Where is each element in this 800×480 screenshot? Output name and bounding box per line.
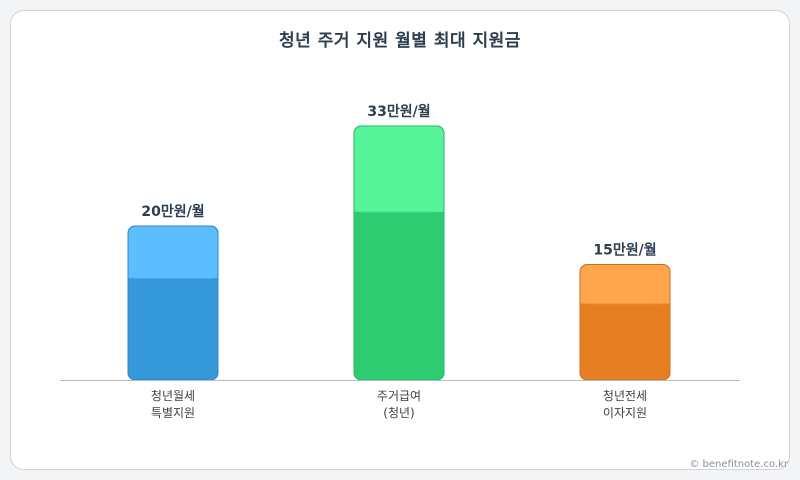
category-label-2-line-2: (청년): [383, 406, 414, 420]
category-label-2-line-1: 주거급여: [377, 389, 421, 403]
category-label-3-line-2: 이자지원: [603, 406, 647, 420]
bar-highlight-base: [580, 295, 670, 304]
bar-highlight: [580, 265, 670, 305]
bar-highlight: [354, 126, 444, 213]
bar-1: [127, 225, 219, 381]
data-label-2: 33만원/월: [367, 103, 430, 120]
credit-text: © benefitnote.co.kr: [689, 459, 788, 470]
category-label-3-line-1: 청년전세: [603, 389, 647, 403]
bar-highlight-base: [128, 270, 218, 279]
category-label-1-line-1: 청년월세: [151, 389, 195, 403]
bar-3: [579, 264, 671, 381]
bar-2: [353, 125, 445, 381]
bar-highlight-base: [354, 204, 444, 212]
data-label-1: 20만원/월: [141, 203, 204, 220]
data-label-3: 15만원/월: [593, 242, 656, 259]
chart-title: 청년 주거 지원 월별 최대 지원금: [279, 31, 521, 51]
category-label-1-line-2: 특별지원: [151, 406, 195, 420]
bar-highlight: [128, 226, 218, 279]
